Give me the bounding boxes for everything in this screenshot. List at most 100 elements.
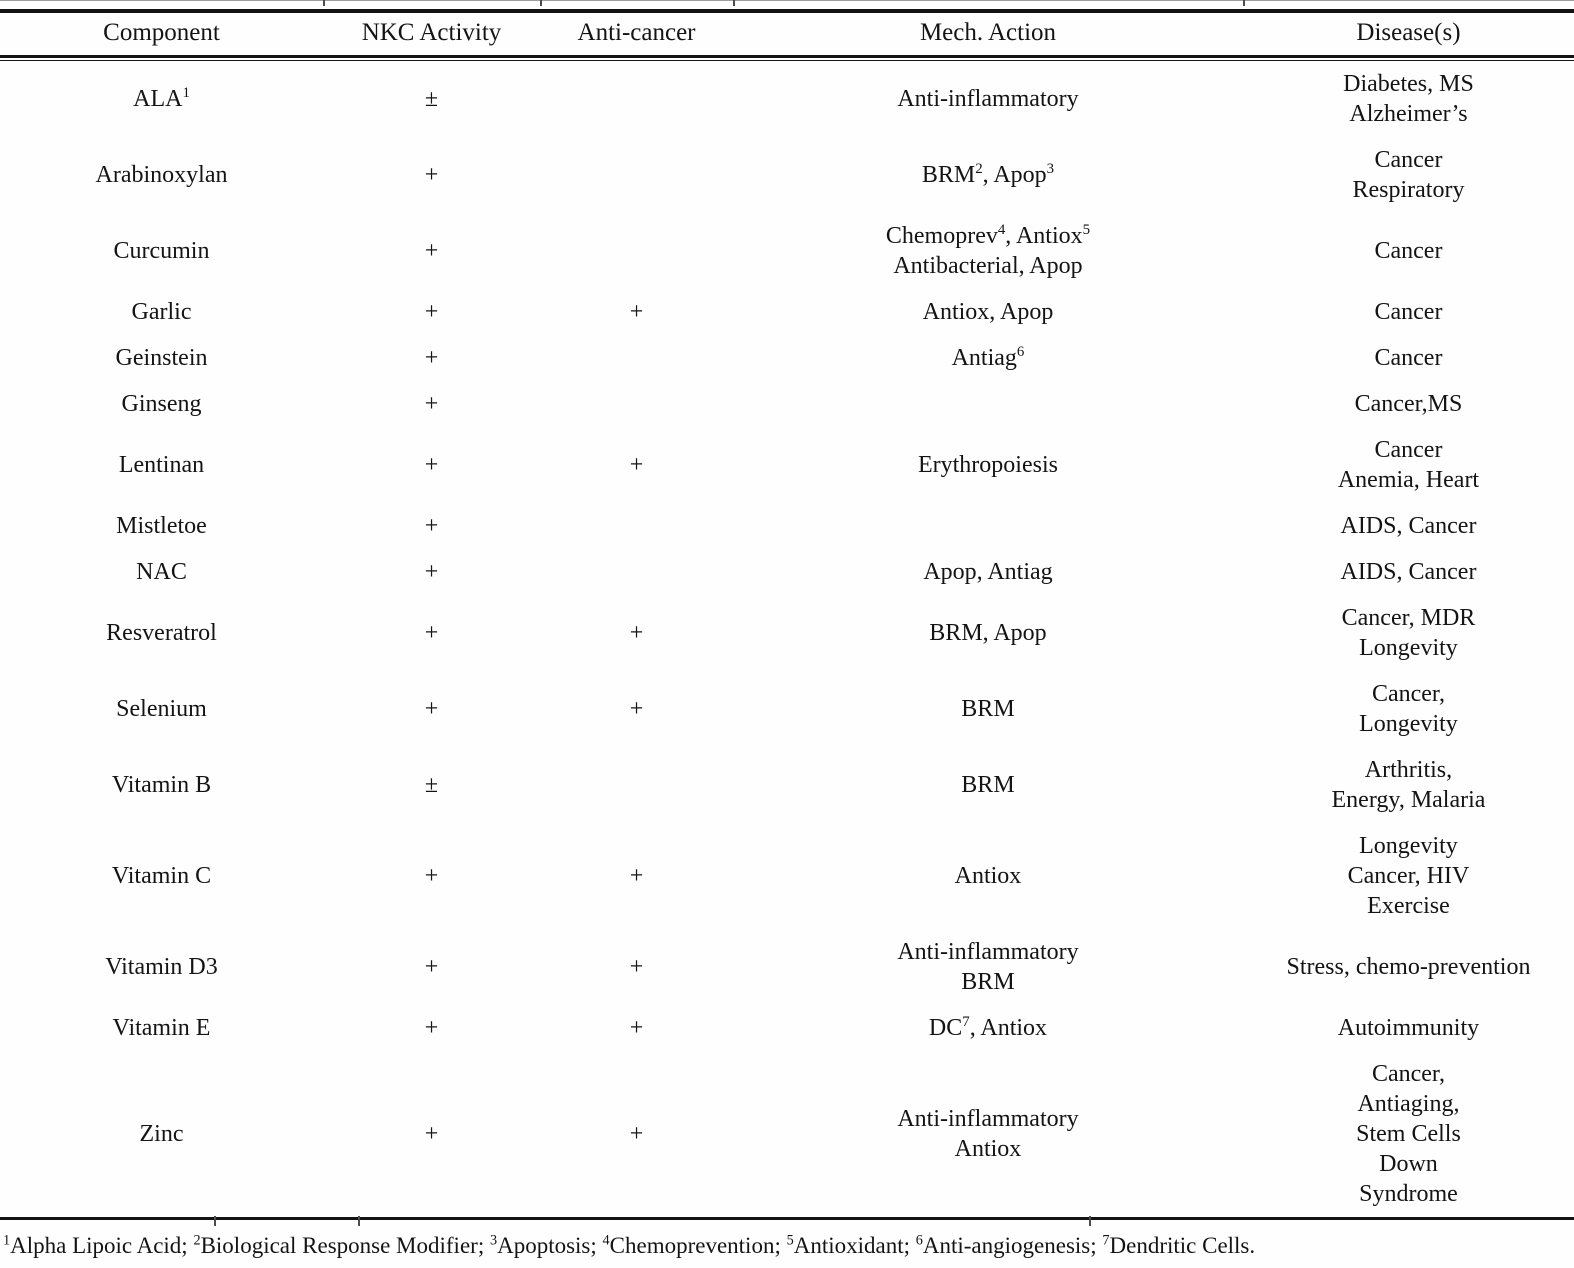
cell-line: + bbox=[424, 513, 439, 539]
mech-action-cell: BRM2, Apop3 bbox=[733, 152, 1243, 198]
cell-line: Antiox bbox=[954, 1136, 1022, 1162]
cell-line: + bbox=[629, 299, 644, 325]
cell-line: Vitamin C bbox=[111, 863, 212, 889]
diseases-cell: Cancer Respiratory bbox=[1243, 137, 1574, 213]
cell-line: Vitamin B bbox=[111, 772, 212, 798]
table-row: Zinc + + Anti-inflammatory Antiox Cancer, Anti… bbox=[0, 1051, 1574, 1217]
cell-line: Ginseng bbox=[121, 391, 202, 417]
table-row: Curcumin + Chemoprev4, Antiox5 Antibacteria… bbox=[0, 213, 1574, 289]
cell-line: + bbox=[424, 696, 439, 722]
diseases-cell: Cancer, Longevity bbox=[1243, 671, 1574, 747]
cell-line: + bbox=[629, 696, 644, 722]
nkc-activity-cell: + bbox=[323, 228, 540, 274]
cell-line: Syndrome bbox=[1359, 1181, 1458, 1207]
cell-line: + bbox=[629, 452, 644, 478]
column-boundary-tick bbox=[1243, 0, 1245, 6]
mech-action-cell: Chemoprev4, Antiox5 Antibacterial, Apop bbox=[733, 213, 1243, 289]
mech-action-cell: Erythropoiesis bbox=[733, 442, 1243, 488]
cell-line: Stem Cells bbox=[1356, 1121, 1461, 1147]
cell-line: + bbox=[424, 452, 439, 478]
table-row: Vitamin E + + DC7, Antiox Autoimmunity bbox=[0, 1005, 1574, 1051]
mech-action-cell: BRM bbox=[733, 686, 1243, 732]
column-boundary-tick bbox=[358, 1216, 360, 1226]
nkc-activity-cell: + bbox=[323, 1005, 540, 1051]
cell-line: Autoimmunity bbox=[1337, 1015, 1480, 1041]
cell-line: + bbox=[424, 1121, 439, 1147]
mech-action-cell: BRM, Apop bbox=[733, 610, 1243, 656]
component-cell: NAC bbox=[0, 549, 323, 595]
table-row: NAC + Apop, Antiag AIDS, Cancer bbox=[0, 549, 1574, 595]
cell-line: + bbox=[629, 1121, 644, 1147]
anti-cancer-cell bbox=[540, 777, 733, 793]
diseases-cell: Arthritis, Energy, Malaria bbox=[1243, 747, 1574, 823]
anti-cancer-cell: + bbox=[540, 1005, 733, 1051]
cell-line: Chemoprev4, Antiox5 bbox=[885, 222, 1091, 249]
diseases-cell: Cancer bbox=[1243, 289, 1574, 335]
diseases-cell: Diabetes, MS Alzheimer’s bbox=[1243, 61, 1574, 137]
cell-line: Cancer bbox=[1374, 238, 1443, 264]
column-header-mech-action: Mech. Action bbox=[919, 19, 1057, 46]
component-cell: Geinstein bbox=[0, 335, 323, 381]
column-boundary-tick bbox=[214, 1216, 216, 1226]
cell-line: Anti-inflammatory bbox=[897, 939, 1079, 965]
cell-line: Curcumin bbox=[113, 238, 210, 264]
cell-line: + bbox=[424, 391, 439, 417]
diseases-cell: Cancer bbox=[1243, 228, 1574, 274]
cell-line: Antibacterial, Apop bbox=[893, 253, 1083, 279]
cell-line: Cancer bbox=[1374, 345, 1443, 371]
column-header-component: Component bbox=[103, 19, 220, 46]
component-cell: Vitamin C bbox=[0, 853, 323, 899]
anti-cancer-cell: + bbox=[540, 944, 733, 990]
nkc-activity-cell: + bbox=[323, 686, 540, 732]
table-row: Geinstein + Antiag6 Cancer bbox=[0, 335, 1574, 381]
nkc-activity-cell: + bbox=[323, 289, 540, 335]
table-row: ALA1 ± Anti-inflammatory Diabetes, MS Alzhei… bbox=[0, 61, 1574, 137]
column-boundary-tick bbox=[323, 0, 325, 6]
cell-line: Cancer, bbox=[1371, 681, 1445, 707]
cell-line: Erythropoiesis bbox=[917, 452, 1058, 478]
diseases-cell: Cancer Anemia, Heart bbox=[1243, 427, 1574, 503]
cell-line: Exercise bbox=[1367, 893, 1450, 919]
mech-action-cell: BRM bbox=[733, 762, 1243, 808]
column-header-anti-cancer: Anti-cancer bbox=[577, 19, 696, 46]
cell-line: Diabetes, MS bbox=[1343, 71, 1474, 97]
cell-line: Lentinan bbox=[118, 452, 205, 478]
component-cell: Vitamin B bbox=[0, 762, 323, 808]
table-bottom-rule bbox=[0, 1216, 1574, 1226]
cell-line: Antiaging, bbox=[1357, 1091, 1460, 1117]
anti-cancer-cell: + bbox=[540, 853, 733, 899]
table-footnote: 1Alpha Lipoic Acid; 2Biological Response… bbox=[3, 1232, 1256, 1258]
table-row: Resveratrol + + BRM, Apop Cancer, MDR Longevi… bbox=[0, 595, 1574, 671]
column-header-nkc-activity: NKC Activity bbox=[361, 19, 502, 46]
table-body: ALA1 ± Anti-inflammatory Diabetes, MS Alzhei… bbox=[0, 61, 1574, 1217]
cell-line: + bbox=[424, 1015, 439, 1041]
cell-line: DC7, Antiox bbox=[928, 1014, 1048, 1041]
mech-action-cell: Apop, Antiag bbox=[733, 549, 1243, 595]
component-cell: Arabinoxylan bbox=[0, 152, 323, 198]
cell-line: Anti-inflammatory bbox=[897, 86, 1079, 112]
cell-line: + bbox=[629, 954, 644, 980]
component-cell: ALA1 bbox=[0, 76, 323, 122]
column-boundary-tick bbox=[733, 0, 735, 6]
anti-cancer-cell bbox=[540, 167, 733, 183]
cell-line: Geinstein bbox=[115, 345, 208, 371]
diseases-cell: Autoimmunity bbox=[1243, 1005, 1574, 1051]
cell-line: + bbox=[424, 954, 439, 980]
cell-line: Mistletoe bbox=[116, 513, 207, 539]
cell-line: Anti-inflammatory bbox=[897, 1106, 1079, 1132]
nkc-activity-cell: + bbox=[323, 610, 540, 656]
cell-line: Stress, chemo-prevention bbox=[1286, 954, 1531, 980]
cell-line: Anemia, Heart bbox=[1337, 467, 1480, 493]
cell-line: + bbox=[424, 620, 439, 646]
anti-cancer-cell bbox=[540, 518, 733, 534]
anti-cancer-cell bbox=[540, 350, 733, 366]
cell-line: + bbox=[424, 559, 439, 585]
nkc-activity-cell: + bbox=[323, 152, 540, 198]
cell-line: + bbox=[424, 238, 439, 264]
mech-action-cell bbox=[733, 518, 1243, 534]
cell-line: Alzheimer’s bbox=[1349, 101, 1468, 127]
diseases-cell: Cancer,MS bbox=[1243, 381, 1574, 427]
cell-line: Down bbox=[1379, 1151, 1438, 1177]
component-cell: Zinc bbox=[0, 1111, 323, 1157]
cell-line: Cancer, bbox=[1371, 1061, 1445, 1087]
